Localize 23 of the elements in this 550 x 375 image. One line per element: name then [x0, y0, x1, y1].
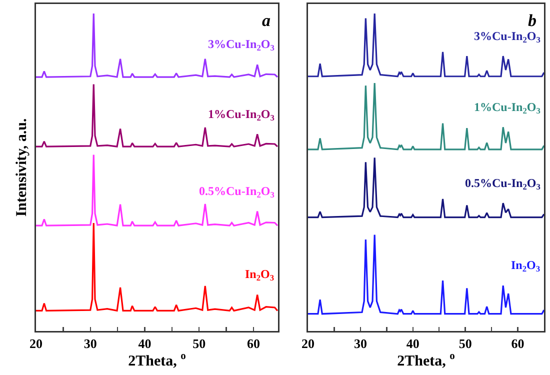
series-label: 3%Cu-In$_{2}$O$_{3}$	[208, 37, 274, 53]
x-axis-title: 2Theta, $^{o}$	[397, 351, 455, 370]
series-label: In$_{2}$O$_{3}$	[245, 267, 274, 283]
series-label: 3%Cu-In$_{2}$O$_{3}$	[474, 29, 540, 45]
series-label: 0.5%Cu-In$_{2}$O$_{3}$	[465, 176, 540, 192]
x-tick-label: 60	[511, 336, 524, 352]
x-tick-label: 60	[247, 336, 260, 352]
series-label: 1%Cu-In$_{2}$O$_{3}$	[474, 100, 540, 116]
series-label: 1%Cu-In$_{2}$O$_{3}$	[208, 107, 274, 123]
x-tick-label: 40	[138, 336, 152, 352]
annotation: b	[528, 11, 536, 30]
x-tick-label: 30	[354, 336, 367, 352]
x-tick-label: 20	[302, 336, 314, 352]
x-tick-label: 40	[406, 336, 420, 352]
annotation: a	[262, 11, 271, 30]
series-label: 0.5%Cu-In$_{2}$O$_{3}$	[199, 184, 274, 200]
x-tick-label: 20	[30, 336, 42, 352]
x-tick-label: 30	[84, 336, 97, 352]
x-tick-label: 50	[458, 336, 472, 352]
series-label: In$_{2}$O$_{3}$	[511, 258, 540, 274]
x-tick-label: 50	[192, 336, 206, 352]
y-axis-title: Intensivity, a.u.	[14, 118, 30, 217]
x-axis-title: 2Theta, $^{o}$	[128, 351, 186, 370]
